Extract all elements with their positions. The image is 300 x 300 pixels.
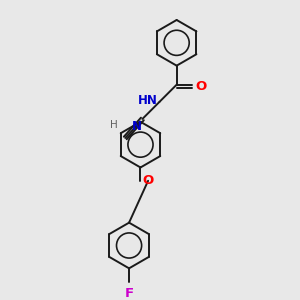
Text: H: H bbox=[110, 120, 118, 130]
Text: N: N bbox=[131, 120, 141, 133]
Text: F: F bbox=[124, 287, 134, 300]
Text: HN: HN bbox=[138, 94, 158, 107]
Text: O: O bbox=[142, 174, 154, 187]
Text: O: O bbox=[196, 80, 207, 93]
